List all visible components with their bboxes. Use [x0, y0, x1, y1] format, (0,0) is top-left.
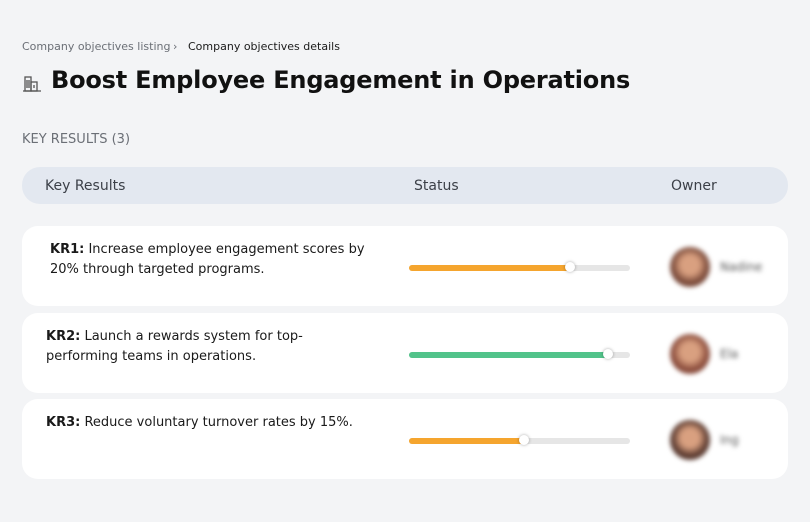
table-header — [22, 167, 788, 204]
section-label: KEY RESULTS (3) — [22, 132, 131, 147]
owner-avatar — [670, 420, 710, 460]
breadcrumb-parent[interactable]: Company objectives listing — [22, 40, 171, 53]
progress-fill — [409, 265, 571, 271]
owner-name: Nadine — [720, 260, 763, 274]
column-header: Key Results — [45, 178, 126, 194]
objective-icon — [23, 76, 41, 92]
progress-knob — [565, 262, 576, 272]
key-result-id: KR3: — [46, 415, 81, 430]
key-result-description: Reduce voluntary turnover rates by 15%. — [84, 415, 353, 430]
progress-knob — [518, 435, 529, 445]
progress-fill — [409, 438, 524, 444]
progress-track — [409, 262, 630, 272]
owner-name: Ela — [720, 347, 739, 361]
progress-fill — [409, 352, 608, 358]
owner-avatar — [670, 247, 710, 287]
key-result-text: KR1: Increase employee engagement scores… — [50, 240, 370, 280]
progress-knob — [602, 349, 613, 359]
column-header: Status — [414, 178, 459, 194]
key-result-description: Increase employee engagement scores by 2… — [50, 242, 365, 277]
owner-name: Ing — [720, 433, 739, 447]
owner-avatar — [670, 334, 710, 374]
key-result-id: KR2: — [46, 329, 81, 344]
key-result-card — [22, 399, 788, 479]
breadcrumb-current: Company objectives details — [188, 40, 340, 53]
key-result-card — [22, 226, 788, 306]
column-header: Owner — [671, 178, 717, 194]
objective-title: Boost Employee Engagement in Operations — [51, 66, 631, 94]
progress-track — [409, 349, 630, 359]
progress-track — [409, 435, 630, 445]
key-result-text: KR2: Launch a rewards system for top-per… — [46, 327, 366, 367]
key-result-id: KR1: — [50, 242, 85, 257]
key-result-text: KR3: Reduce voluntary turnover rates by … — [46, 413, 366, 433]
key-result-description: Launch a rewards system for top-performi… — [46, 329, 303, 364]
key-result-card — [22, 313, 788, 393]
breadcrumb-separator: › — [173, 40, 178, 53]
